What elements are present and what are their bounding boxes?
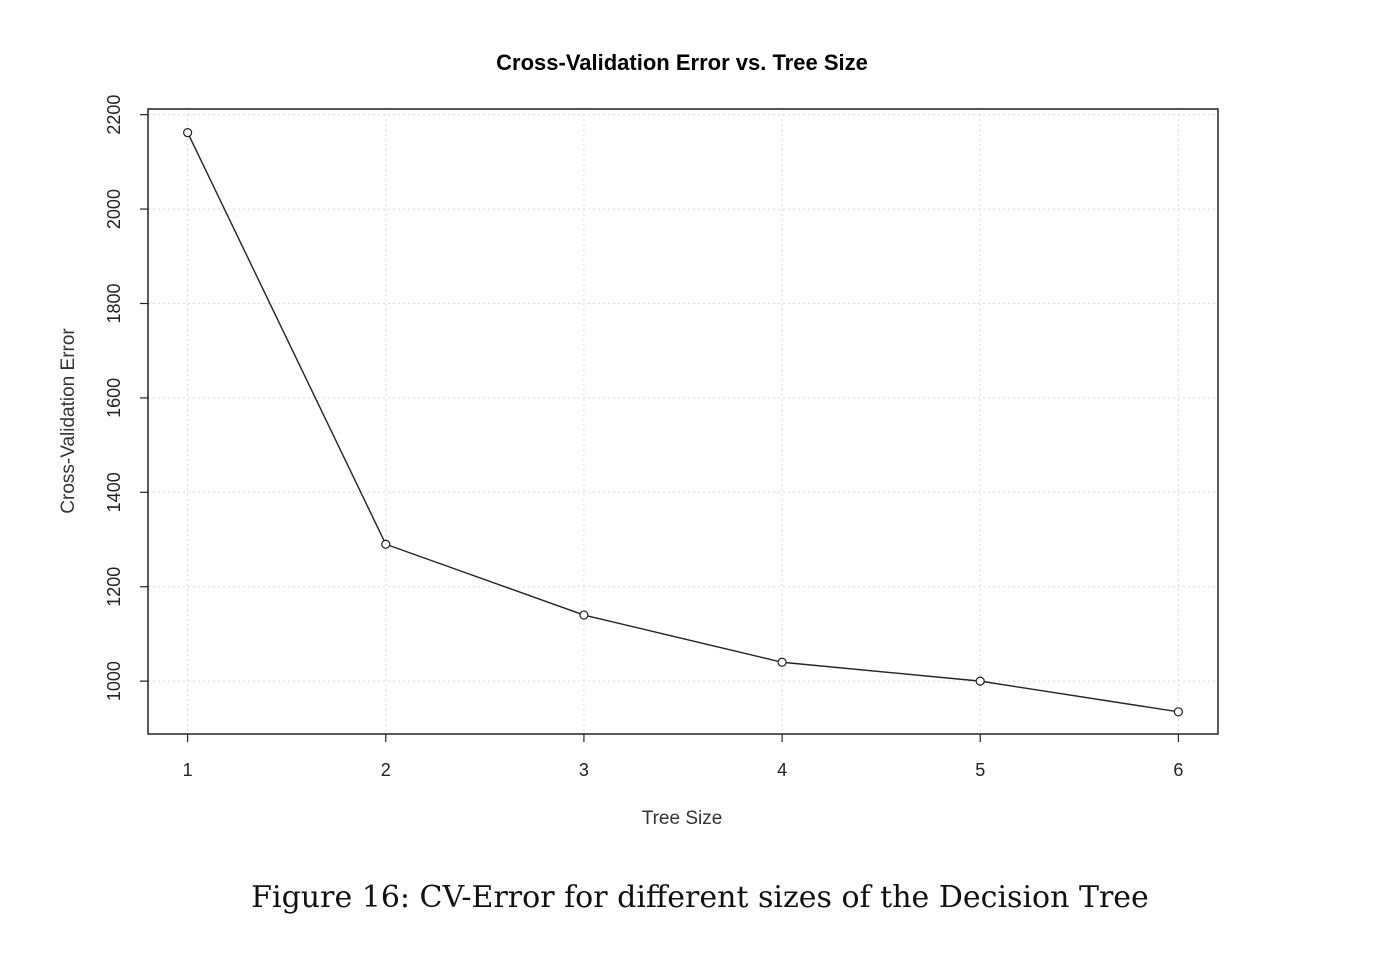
x-tick-label: 6 — [1173, 760, 1183, 780]
figure-caption: Figure 16: CV-Error for different sizes … — [251, 880, 1149, 915]
chart: Cross-Validation Error vs. Tree Size 1 2 3… — [58, 50, 1219, 829]
y-axis-label: Cross-Validation Error — [58, 328, 79, 514]
x-tick-label: 3 — [579, 760, 589, 780]
data-points — [183, 128, 1183, 717]
y-tick-label: 1000 — [104, 661, 124, 701]
data-point — [777, 657, 787, 667]
y-tick-label: 2000 — [104, 189, 124, 229]
x-tick-label: 2 — [381, 760, 391, 780]
y-tick-label: 1600 — [104, 378, 124, 418]
series-line — [186, 132, 1179, 713]
data-point — [183, 128, 193, 138]
chart-title: Cross-Validation Error vs. Tree Size — [496, 50, 868, 75]
data-point — [579, 610, 589, 620]
data-point — [381, 539, 391, 549]
y-tick-label: 2200 — [104, 95, 124, 135]
y-tick-label: 1400 — [104, 472, 124, 512]
y-tick-label: 1200 — [104, 567, 124, 607]
plot-frame — [147, 108, 1219, 735]
x-axis-label: Tree Size — [642, 808, 723, 829]
x-axis-ticks: 1 2 3 4 5 6 — [183, 734, 1183, 780]
grid — [148, 109, 1218, 734]
data-point — [1173, 707, 1183, 717]
x-tick-label: 5 — [975, 760, 985, 780]
y-tick-label: 1800 — [104, 283, 124, 323]
y-axis-ticks: 1000 1200 1400 1600 1800 2000 2200 — [104, 95, 148, 701]
data-point — [975, 676, 985, 686]
x-tick-label: 4 — [777, 760, 787, 780]
x-tick-label: 1 — [183, 760, 193, 780]
series-polyline — [186, 132, 1179, 713]
